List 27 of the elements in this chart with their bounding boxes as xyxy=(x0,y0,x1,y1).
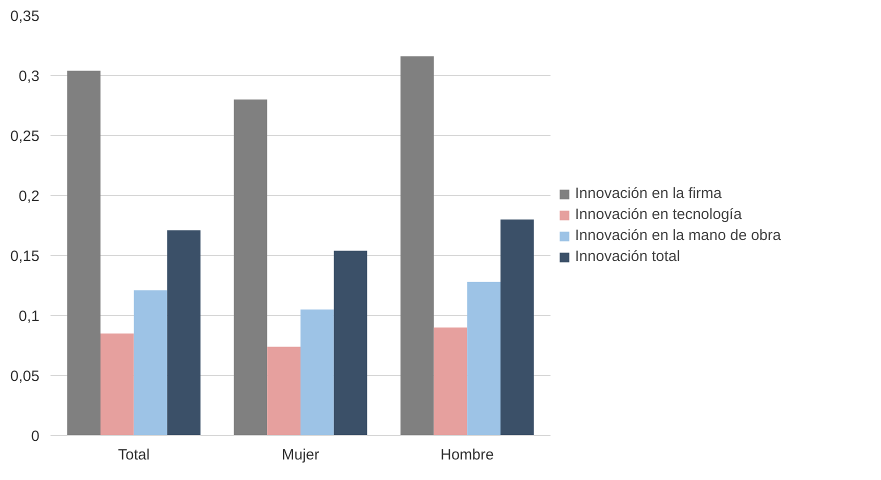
y-tick-label: 0,3 xyxy=(18,68,40,85)
bar xyxy=(400,56,434,436)
y-tick-label: 0 xyxy=(31,428,40,445)
bar xyxy=(167,230,200,436)
x-tick-label: Hombre xyxy=(440,446,494,464)
y-tick-label: 0,05 xyxy=(10,368,40,385)
bar xyxy=(134,290,168,436)
legend-label: Innovación en la firma xyxy=(575,185,722,202)
legend-label: Innovación en tecnología xyxy=(575,206,742,223)
y-tick-label: 0,2 xyxy=(18,188,40,205)
y-tick-label: 0,35 xyxy=(10,8,40,25)
y-tick-label: 0,15 xyxy=(10,248,40,265)
bar xyxy=(234,100,268,436)
bar xyxy=(267,346,300,436)
bar xyxy=(434,328,468,436)
bar xyxy=(334,250,368,436)
x-tick-label: Total xyxy=(118,446,150,464)
y-tick-label: 0,25 xyxy=(10,128,40,145)
x-tick-label: Mujer xyxy=(282,446,320,464)
bar xyxy=(500,220,534,436)
legend-label: Innovación total xyxy=(575,248,680,265)
bar xyxy=(300,310,334,436)
bar xyxy=(100,334,134,436)
legend-label: Innovación en la mano de obra xyxy=(575,227,781,244)
y-tick-label: 0,1 xyxy=(18,308,40,325)
bar xyxy=(467,282,500,436)
bar xyxy=(67,70,100,436)
